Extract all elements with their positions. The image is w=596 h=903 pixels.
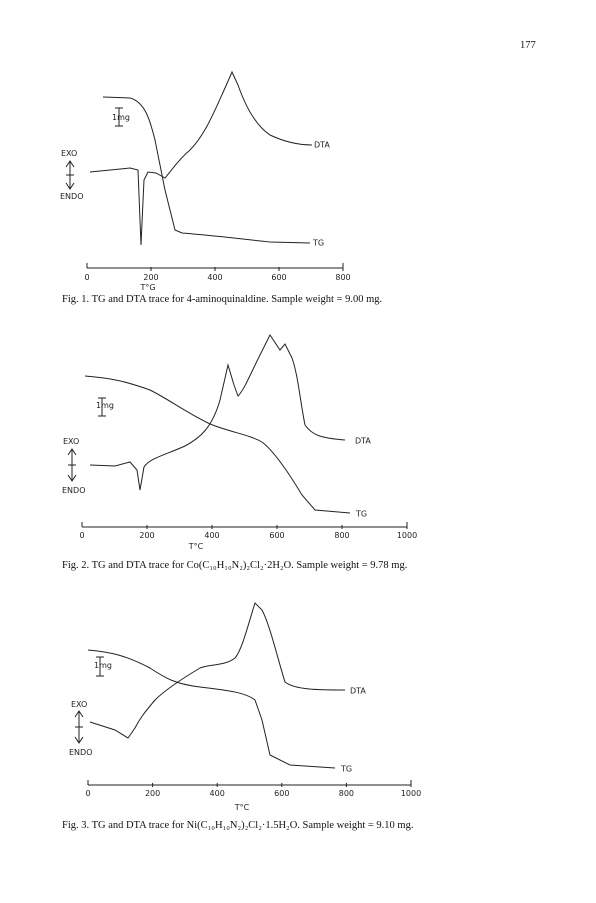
x-axis-label: T°C bbox=[234, 803, 250, 812]
scale-bar bbox=[98, 397, 106, 417]
x-tick-label: 200 bbox=[145, 789, 160, 798]
exo-label: EXO bbox=[63, 437, 79, 446]
exo-label: EXO bbox=[61, 149, 77, 158]
scale-label: 1mg bbox=[112, 113, 130, 122]
scale-bar bbox=[96, 656, 104, 677]
page-number: 177 bbox=[520, 40, 536, 51]
x-tick-label: 800 bbox=[334, 531, 349, 540]
caption: Fig. 1. TG and DTA trace for 4-aminoquin… bbox=[62, 294, 382, 305]
caption: Fig. 3. TG and DTA trace for Ni(C₁₀H₁₀N₂… bbox=[62, 820, 413, 831]
dta-curve bbox=[89, 70, 313, 246]
exo-endo-arrow bbox=[67, 448, 77, 482]
x-tick-label: 600 bbox=[274, 789, 289, 798]
dta-label: DTA bbox=[314, 141, 330, 150]
tg-curve bbox=[84, 375, 351, 514]
tg-label: TG bbox=[355, 510, 367, 519]
x-axis-label: T°C bbox=[188, 542, 204, 551]
x-tick-label: 400 bbox=[207, 273, 222, 282]
scale-label: 1mg bbox=[94, 661, 112, 670]
figure-1: TG DTA 1mg EXO ENDO 0 200 400 600 800 T°G Fig… bbox=[60, 70, 382, 305]
exo-endo-arrow bbox=[74, 710, 84, 744]
tg-curve bbox=[87, 649, 336, 769]
x-tick-label: 800 bbox=[335, 273, 350, 282]
tg-label: TG bbox=[312, 239, 324, 248]
x-tick-label: 600 bbox=[269, 531, 284, 540]
x-tick-label: 0 bbox=[84, 273, 89, 282]
scale-bar bbox=[115, 107, 123, 127]
scale-label: 1mg bbox=[96, 401, 114, 410]
x-axis-label: T°G bbox=[139, 283, 155, 292]
x-tick-label: 800 bbox=[339, 789, 354, 798]
tg-curve bbox=[102, 96, 311, 244]
figure-3: TG DTA 1mg EXO ENDO 0 200 400 600 800 1000 T°C… bbox=[62, 602, 421, 831]
x-tick-label: 600 bbox=[271, 273, 286, 282]
tg-label: TG bbox=[340, 765, 352, 774]
exo-endo-arrow bbox=[65, 160, 75, 190]
dta-curve bbox=[89, 602, 346, 739]
dta-curve bbox=[89, 334, 346, 491]
endo-label: ENDO bbox=[69, 748, 93, 757]
x-tick-label: 0 bbox=[85, 789, 90, 798]
endo-label: ENDO bbox=[60, 192, 84, 201]
exo-label: EXO bbox=[71, 700, 87, 709]
x-tick-label: 0 bbox=[79, 531, 84, 540]
x-tick-label: 1000 bbox=[397, 531, 417, 540]
x-tick-label: 400 bbox=[204, 531, 219, 540]
x-tick-label: 200 bbox=[139, 531, 154, 540]
x-axis bbox=[87, 780, 412, 786]
figure-2: TG DTA 1mg EXO ENDO 0 200 400 600 800 1000 T°C… bbox=[62, 334, 417, 571]
x-axis bbox=[81, 522, 408, 528]
dta-label: DTA bbox=[350, 687, 366, 696]
dta-label: DTA bbox=[355, 437, 371, 446]
x-tick-label: 1000 bbox=[401, 789, 421, 798]
endo-label: ENDO bbox=[62, 486, 86, 495]
caption: Fig. 2. TG and DTA trace for Co(C₁₀H₁₀N₂… bbox=[62, 560, 407, 571]
x-tick-label: 400 bbox=[210, 789, 225, 798]
x-tick-label: 200 bbox=[143, 273, 158, 282]
